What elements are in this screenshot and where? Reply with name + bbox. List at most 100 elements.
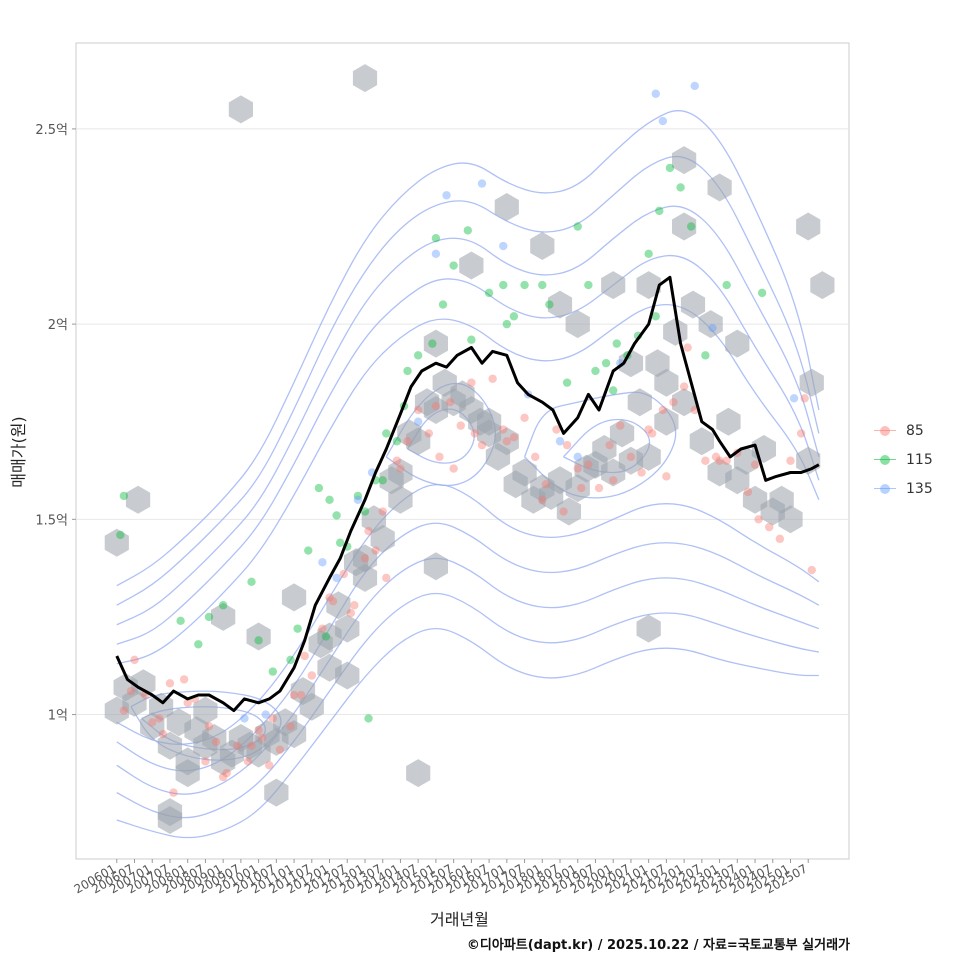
density-contour: [116, 205, 820, 626]
hex-bin: [672, 146, 697, 175]
data-point-115: [584, 280, 593, 290]
hex-bin: [707, 173, 732, 202]
data-point-135: [789, 394, 799, 403]
density-contour: [116, 254, 820, 645]
y-tick-label: 1.5억: [35, 513, 68, 528]
hex-bin: [636, 271, 661, 300]
data-point-115: [608, 386, 618, 395]
data-point-85: [307, 671, 317, 680]
hex-bin: [494, 193, 519, 221]
hex-bin: [175, 759, 200, 788]
data-point-135: [573, 452, 582, 462]
hex-bin: [672, 388, 697, 417]
data-point-115: [335, 538, 345, 547]
data-point-85: [296, 690, 306, 700]
data-point-85: [119, 706, 129, 715]
data-point-135: [708, 323, 717, 333]
data-point-85: [509, 433, 519, 442]
data-point-135: [332, 573, 341, 583]
hex-bin: [556, 497, 581, 526]
data-point-85: [626, 452, 636, 462]
hex-bin: [627, 388, 652, 417]
hex-bin: [698, 310, 723, 339]
data-point-85: [754, 515, 763, 524]
data-point-85: [608, 476, 618, 485]
data-point-115: [573, 222, 582, 231]
data-point-115: [665, 163, 675, 173]
legend-label-85: 85: [906, 422, 924, 439]
hex-bin: [565, 474, 590, 503]
hex-bin: [104, 528, 129, 557]
hex-bin: [423, 329, 448, 358]
data-point-115: [360, 507, 370, 516]
data-point-85: [275, 745, 285, 754]
data-point-85: [584, 460, 593, 469]
hex-bin: [414, 388, 440, 417]
hex-bin: [281, 583, 307, 612]
data-point-115: [116, 530, 125, 540]
data-point-85: [445, 397, 455, 407]
data-point-85: [594, 483, 604, 493]
source-caption: ©디아파트(dapt.kr) / 2025.10.22 / 자료=국토교통부 실…: [466, 938, 850, 953]
data-point-85: [325, 593, 334, 602]
data-point-85: [800, 394, 809, 403]
data-point-115: [332, 511, 341, 520]
data-point-115: [449, 261, 458, 270]
data-point-85: [396, 464, 405, 473]
data-point-115: [378, 476, 387, 485]
data-point-85: [254, 725, 263, 735]
data-point-115: [484, 288, 494, 298]
legend-swatch-135: [872, 479, 898, 499]
data-point-85: [786, 456, 795, 465]
data-point-85: [499, 425, 508, 434]
data-point-85: [573, 464, 582, 473]
data-point-85: [449, 464, 458, 473]
data-point-85: [750, 460, 760, 469]
density-contour: [116, 303, 820, 665]
data-point-135: [477, 179, 487, 188]
hex-bin: [273, 708, 298, 737]
data-point-115: [293, 624, 302, 633]
legend-label-135: 135: [906, 480, 933, 497]
data-point-85: [605, 440, 614, 450]
data-point-85: [530, 452, 540, 462]
hex-bin: [406, 759, 431, 788]
data-point-115: [247, 577, 256, 586]
hex-bin: [317, 622, 342, 651]
data-point-85: [300, 651, 309, 661]
data-point-85: [644, 425, 653, 434]
hex-bin: [609, 419, 635, 448]
data-point-135: [261, 710, 270, 719]
data-point-115: [676, 183, 685, 192]
data-point-135: [555, 437, 565, 446]
hex-bin: [799, 368, 824, 397]
data-point-115: [757, 288, 767, 298]
data-point-85: [413, 405, 423, 415]
data-point-85: [538, 495, 547, 505]
data-point-115: [545, 300, 554, 309]
data-point-85: [658, 405, 668, 415]
data-point-115: [591, 366, 600, 376]
hex-bin: [202, 724, 227, 752]
data-point-135: [318, 558, 327, 567]
x-axis: 2006012006072007012007072008012008072009…: [72, 859, 810, 897]
data-point-115: [520, 280, 529, 290]
data-point-85: [669, 397, 678, 407]
data-point-115: [403, 366, 412, 376]
legend: 85 115 135: [872, 416, 933, 503]
hex-bin: [565, 310, 590, 339]
hex-bin: [672, 212, 697, 241]
data-point-115: [364, 714, 373, 723]
hex-bin: [228, 95, 253, 124]
data-point-115: [601, 358, 611, 368]
data-point-85: [360, 554, 370, 563]
data-point-115: [176, 616, 185, 626]
data-point-85: [201, 757, 210, 766]
data-point-85: [765, 522, 774, 532]
hex-bin: [397, 419, 422, 448]
data-point-115: [431, 234, 441, 243]
data-point-85: [222, 768, 231, 778]
hex-bin: [423, 552, 448, 581]
data-point-85: [541, 479, 551, 489]
hex-bin: [361, 505, 386, 534]
